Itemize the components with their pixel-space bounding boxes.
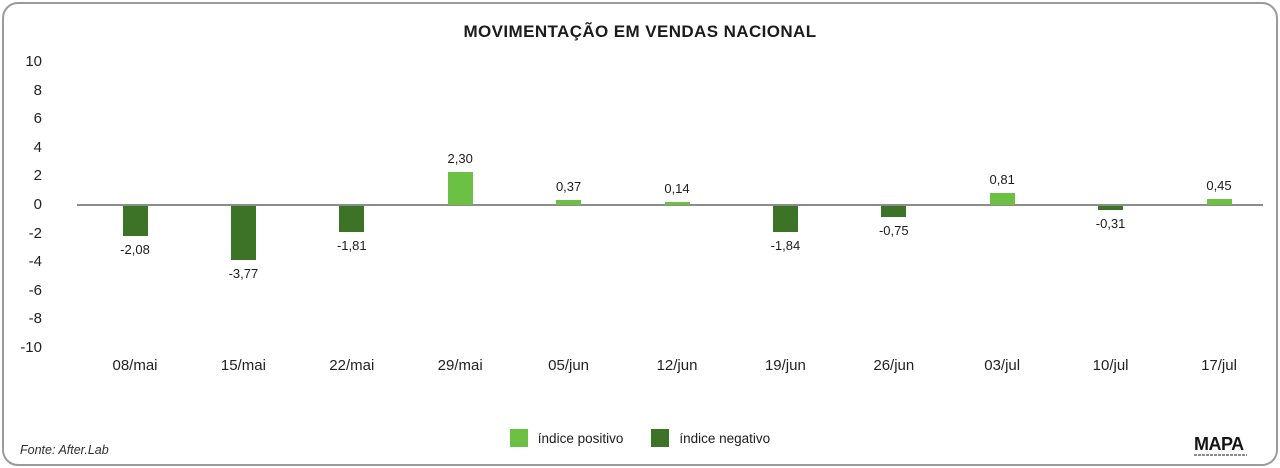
- chart-legend: índice positivo índice negativo: [0, 429, 1280, 447]
- y-axis-tick-label: -8: [28, 310, 42, 328]
- bar-value-label: 0,14: [664, 181, 690, 196]
- bar-value-label: -1,84: [770, 238, 801, 254]
- bar-value-label: -3,77: [228, 265, 259, 281]
- negative-swatch-icon: [651, 429, 670, 447]
- bar-value-label: -1,81: [336, 237, 367, 253]
- x-axis-tick-label: 15/mai: [220, 357, 266, 374]
- bar-29/mai: [447, 172, 473, 205]
- x-axis-tick-label: 22/mai: [329, 357, 375, 374]
- legend-item-positive: índice positivo: [509, 429, 624, 447]
- bar-15/mai: [230, 206, 256, 260]
- chart-title: MOVIMENTAÇÃO EM VENDAS NACIONAL: [463, 22, 817, 41]
- y-axis-tick-label: -6: [28, 281, 42, 299]
- x-axis-tick-label: 03/jul: [984, 357, 1021, 374]
- bar-value-label: -2,08: [120, 241, 150, 257]
- bar-03/jul: [989, 193, 1015, 205]
- legend-item-negative: índice negativo: [651, 429, 770, 447]
- bar-08/mai: [122, 206, 148, 236]
- x-axis-tick-label: 08/mai: [112, 357, 158, 374]
- x-axis-tick-label: 05/jun: [548, 357, 590, 374]
- y-axis-tick-label: -10: [20, 339, 42, 356]
- y-axis-tick-label: 8: [33, 81, 42, 99]
- x-axis-tick-label: 17/jul: [1201, 357, 1237, 374]
- y-axis-tick-label: 6: [33, 110, 42, 128]
- zero-baseline: [77, 204, 1263, 206]
- bar-value-label: 0,45: [1206, 177, 1232, 193]
- bar-12/jun: [664, 202, 690, 205]
- bar-22/mai: [339, 206, 365, 232]
- bar-17/jul: [1206, 198, 1232, 205]
- bar-value-label: -0,31: [1095, 216, 1126, 232]
- y-axis-tick-label: 2: [33, 167, 42, 185]
- y-axis-tick-label: 10: [25, 53, 42, 70]
- bar-05/jun: [556, 199, 582, 205]
- bar-value-label: 0,81: [989, 172, 1015, 188]
- mapa-logo-text: MAPA: [1194, 434, 1244, 454]
- x-axis-tick-label: 26/jun: [873, 357, 915, 374]
- x-axis-tick-label: 12/jun: [656, 357, 698, 374]
- y-axis-tick-label: 0: [33, 196, 42, 213]
- mapa-logo-tagline-strip: [1194, 454, 1247, 456]
- y-axis-tick-label: -2: [28, 224, 42, 242]
- legend-label-positive: índice positivo: [537, 430, 624, 446]
- bar-10/jul: [1098, 206, 1124, 211]
- x-axis-tick-label: 19/jun: [764, 357, 806, 374]
- y-axis-tick-label: -4: [28, 253, 42, 271]
- x-axis-tick-label: 29/mai: [437, 357, 483, 374]
- bar-26/jun: [881, 206, 907, 217]
- bar-value-label: -0,75: [878, 222, 909, 238]
- y-axis-tick-label: 4: [33, 138, 42, 156]
- x-axis-tick-label: 10/jul: [1092, 357, 1129, 374]
- legend-label-negative: índice negativo: [679, 430, 771, 446]
- positive-swatch-icon: [509, 429, 528, 447]
- bar-19/jun: [772, 206, 798, 233]
- mapa-logo: MAPA: [1194, 435, 1254, 456]
- bar-value-label: 2,30: [447, 151, 473, 167]
- bar-value-label: 0,37: [555, 178, 582, 194]
- source-note: Fonte: After.Lab: [20, 443, 109, 457]
